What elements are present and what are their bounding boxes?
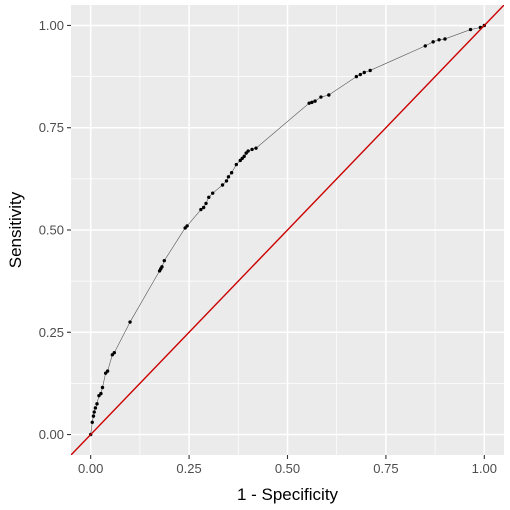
roc-point: [211, 191, 215, 195]
roc-point: [437, 38, 441, 42]
roc-point: [226, 175, 231, 179]
x-tick-label: 0.75: [373, 461, 398, 476]
y-axis-title: Sensitivity: [6, 191, 25, 268]
roc-point: [250, 147, 254, 152]
roc-point: [358, 72, 363, 77]
x-tick-label: 0.25: [176, 461, 201, 476]
roc-point: [95, 402, 99, 406]
roc-point: [229, 171, 234, 175]
roc-point: [362, 70, 366, 75]
roc-point: [91, 414, 96, 418]
roc-point: [160, 265, 164, 269]
x-tick-label: 0.50: [275, 461, 300, 476]
roc-point: [185, 224, 189, 228]
roc-point: [242, 154, 246, 159]
roc-point: [100, 385, 105, 390]
roc-point: [423, 44, 427, 48]
roc-point: [368, 68, 372, 73]
roc-point: [313, 99, 317, 103]
roc-point: [105, 369, 110, 373]
roc-point: [234, 162, 239, 167]
roc-point: [92, 410, 96, 414]
roc-point: [431, 40, 435, 44]
roc-point: [354, 74, 359, 79]
y-tick-label: 0.50: [39, 223, 64, 238]
y-tick-label: 0.75: [39, 120, 64, 135]
roc-point: [128, 320, 132, 324]
roc-point: [199, 207, 203, 212]
series-layer: [71, 5, 504, 455]
roc-point: [220, 183, 225, 187]
x-axis-title: 1 - Specificity: [237, 485, 339, 504]
roc-point: [93, 406, 98, 410]
roc-point: [310, 100, 314, 105]
axis-ticks: [67, 24, 485, 459]
y-tick-label: 0.00: [39, 427, 64, 442]
x-tick-label: 1.00: [472, 461, 497, 476]
roc-point: [307, 101, 311, 105]
tick-labels: 0.00 0.25 0.50 0.75 1.00 0.00 0.25 0.50 0.75 1.00: [39, 18, 497, 476]
roc-point: [207, 195, 211, 199]
y-tick-label: 1.00: [39, 18, 64, 33]
roc-point: [162, 258, 166, 263]
roc-point: [204, 201, 208, 206]
roc-point: [327, 93, 331, 97]
roc-point: [443, 37, 447, 41]
reference-diagonal-line: [71, 5, 504, 455]
x-tick-label: 0.00: [78, 461, 103, 476]
roc-point: [99, 391, 103, 396]
roc-point: [90, 420, 94, 424]
roc-point: [254, 146, 258, 150]
y-tick-label: 0.25: [39, 325, 64, 340]
roc-point: [468, 27, 473, 32]
roc-point: [201, 205, 206, 210]
roc-point: [319, 95, 323, 99]
roc-point: [112, 351, 117, 355]
roc-point: [224, 179, 229, 183]
roc-point: [246, 149, 250, 153]
